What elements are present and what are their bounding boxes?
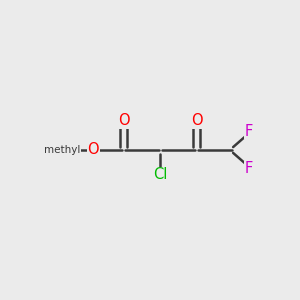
Text: F: F xyxy=(245,161,253,176)
Text: O: O xyxy=(191,113,203,128)
Text: F: F xyxy=(245,124,253,139)
Text: O: O xyxy=(118,113,130,128)
Text: O: O xyxy=(87,142,99,158)
Text: methyl: methyl xyxy=(44,145,81,155)
Text: Cl: Cl xyxy=(153,167,167,182)
